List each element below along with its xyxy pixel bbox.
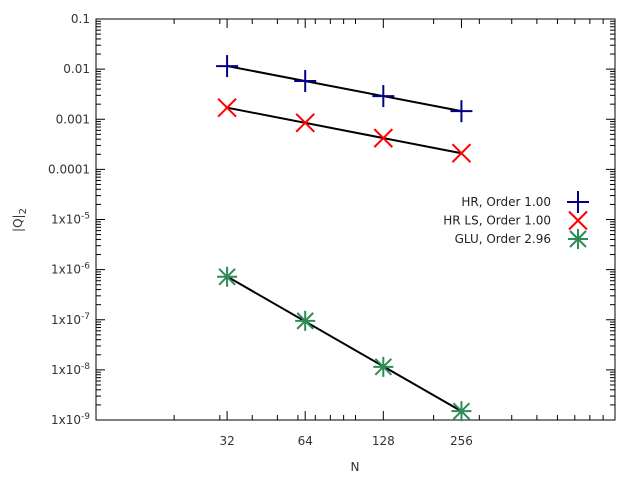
legend-label: HR LS, Order 1.00 — [443, 214, 551, 228]
marker-stroke — [452, 402, 471, 420]
data-point-plus-icon — [216, 55, 239, 78]
data-point-cross-icon — [295, 113, 315, 133]
y-tick-label: 0.001 — [56, 112, 90, 126]
marker-stroke — [295, 113, 315, 133]
x-tick-label: 256 — [450, 434, 473, 448]
legend-cross-icon — [568, 210, 588, 231]
marker-stroke — [451, 143, 472, 163]
data-point-star-icon — [373, 356, 394, 377]
legend-plus-icon — [567, 191, 589, 213]
data-point-plus-icon — [294, 69, 317, 92]
marker-stroke — [217, 97, 237, 118]
x-tick-label: 32 — [219, 434, 234, 448]
y-tick-label: 1x10-9 — [51, 412, 90, 427]
marker-stroke — [373, 128, 394, 148]
y-tick-label: 0.1 — [71, 12, 90, 26]
data-point-star-icon — [295, 310, 316, 331]
marker-stroke — [569, 230, 587, 248]
fit-line-1 — [226, 106, 462, 155]
y-tick-label: 0.0001 — [48, 162, 90, 176]
y-axis-label: |Q|2 — [11, 208, 29, 232]
data-point-star-icon — [451, 401, 472, 422]
axes: 0.1 0.01 0.001 0.0001 1x10-5 1x10-6 1x10-7 1x10… — [48, 12, 616, 448]
data-point-cross-icon — [373, 128, 394, 148]
data-point-cross-icon — [217, 97, 237, 118]
fit-line-0 — [226, 65, 462, 113]
data-point-cross-icon — [451, 143, 472, 163]
legend-label: GLU, Order 2.96 — [455, 232, 551, 246]
data-points — [216, 55, 473, 422]
marker-stroke — [296, 312, 314, 330]
fit-lines — [226, 65, 462, 413]
data-point-plus-icon — [450, 100, 473, 123]
legend-star-icon — [568, 229, 588, 249]
y-tick-label: 1x10-5 — [51, 212, 90, 227]
x-tick-label: 64 — [298, 434, 313, 448]
marker-stroke — [568, 210, 588, 231]
y-tick-label: 1x10-6 — [51, 262, 90, 277]
legend-label: HR, Order 1.00 — [461, 195, 551, 209]
y-tick-label: 0.01 — [63, 62, 90, 76]
y-tick-label: 1x10-8 — [51, 362, 90, 377]
x-axis-label: N — [351, 460, 360, 474]
fit-line-2 — [226, 275, 462, 413]
data-point-plus-icon — [372, 85, 395, 108]
y-tick-label: 1x10-7 — [51, 312, 90, 327]
x-tick-label: 128 — [372, 434, 395, 448]
legend: HR, Order 1.00 HR LS, Order 1.00 GLU, Orde… — [443, 191, 589, 249]
marker-stroke — [374, 358, 393, 376]
marker-stroke — [218, 268, 236, 286]
data-point-star-icon — [217, 266, 238, 287]
